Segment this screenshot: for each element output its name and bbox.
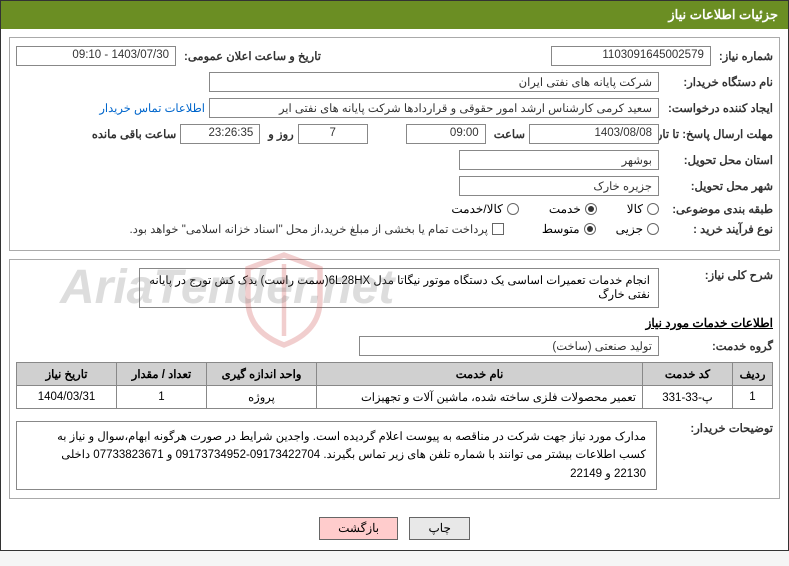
service-group-label: گروه خدمت: [663,339,773,353]
radio-goods[interactable]: کالا [627,202,659,216]
city-value: جزیره خارک [459,176,659,196]
need-no-value: 1103091645002579 [551,46,711,66]
announce-date-label: تاریخ و ساعت اعلان عمومی: [180,49,321,63]
panel-title: جزئیات اطلاعات نیاز [1,1,788,29]
radio-small-label: جزیی [616,222,643,236]
radio-icon [585,203,597,215]
desc-value: انجام خدمات تعمیرات اساسی یک دستگاه موتو… [139,268,659,308]
buyer-notes-label: توضیحات خریدار: [663,415,773,435]
need-no-label: شماره نیاز: [715,49,773,63]
buyer-org-value: شرکت پایانه های نفتی ایران [209,72,659,92]
days-label: روز و [264,127,293,141]
contact-link[interactable]: اطلاعات تماس خریدار [99,101,205,115]
radio-small[interactable]: جزیی [616,222,659,236]
th-code: کد خدمت [643,363,733,386]
cell-code: پ-33-331 [643,386,733,409]
print-button[interactable]: چاپ [409,517,469,540]
radio-goods-service[interactable]: کالا/خدمت [451,202,518,216]
radio-icon [584,223,596,235]
th-qty: تعداد / مقدار [117,363,207,386]
th-date: تاریخ نیاز [17,363,117,386]
radio-icon [647,223,659,235]
radio-goods-service-label: کالا/خدمت [451,202,502,216]
service-group-value: تولید صنعتی (ساخت) [359,336,659,356]
process-radio-group: جزیی متوسط [542,222,659,236]
cell-no: 1 [733,386,773,409]
process-label: نوع فرآیند خرید : [663,222,773,236]
radio-goods-label: کالا [627,202,643,216]
time-label: ساعت [490,127,525,141]
requester-value: سعید کرمی کارشناس ارشد امور حقوقی و قرار… [209,98,659,118]
city-label: شهر محل تحویل: [663,179,773,193]
payment-checkbox[interactable] [492,223,504,235]
category-label: طبقه بندی موضوعی: [663,202,773,216]
deadline-label: مهلت ارسال پاسخ: تا تاریخ: [663,127,773,141]
buyer-notes-value: مدارک مورد نیاز جهت شرکت در مناقصه به پی… [16,421,657,490]
th-unit: واحد اندازه گیری [207,363,317,386]
radio-service[interactable]: خدمت [549,202,597,216]
desc-section: شرح کلی نیاز: انجام خدمات تعمیرات اساسی … [9,259,780,499]
buyer-org-label: نام دستگاه خریدار: [663,75,773,89]
remaining-label: ساعت باقی مانده [88,127,176,141]
radio-icon [647,203,659,215]
deadline-time-value: 09:00 [406,124,486,144]
requester-label: ایجاد کننده درخواست: [663,101,773,115]
cell-unit: پروژه [207,386,317,409]
th-name: نام خدمت [317,363,643,386]
main-panel: جزئیات اطلاعات نیاز AriaTender.net شماره… [0,0,789,551]
radio-icon [507,203,519,215]
service-info-header: اطلاعات خدمات مورد نیاز [16,316,773,330]
desc-label: شرح کلی نیاز: [663,268,773,282]
radio-service-label: خدمت [549,202,581,216]
back-button[interactable]: بازگشت [319,517,398,540]
cell-qty: 1 [117,386,207,409]
remaining-value: 23:26:35 [180,124,260,144]
button-bar: چاپ بازگشت [1,507,788,550]
days-value: 7 [298,124,368,144]
services-table: ردیف کد خدمت نام خدمت واحد اندازه گیری ت… [16,362,773,409]
radio-medium[interactable]: متوسط [542,222,596,236]
radio-medium-label: متوسط [542,222,580,236]
province-value: بوشهر [459,150,659,170]
payment-note: پرداخت تمام یا بخشی از مبلغ خرید،از محل … [126,222,488,236]
cell-date: 1404/03/31 [17,386,117,409]
th-row: ردیف [733,363,773,386]
info-section: شماره نیاز: 1103091645002579 تاریخ و ساع… [9,37,780,251]
table-row: 1 پ-33-331 تعمیر محصولات فلزی ساخته شده،… [17,386,773,409]
cell-name: تعمیر محصولات فلزی ساخته شده، ماشین آلات… [317,386,643,409]
category-radio-group: کالا خدمت کالا/خدمت [451,202,659,216]
announce-date-value: 1403/07/30 - 09:10 [16,46,176,66]
province-label: استان محل تحویل: [663,153,773,167]
deadline-date-value: 1403/08/08 [529,124,659,144]
